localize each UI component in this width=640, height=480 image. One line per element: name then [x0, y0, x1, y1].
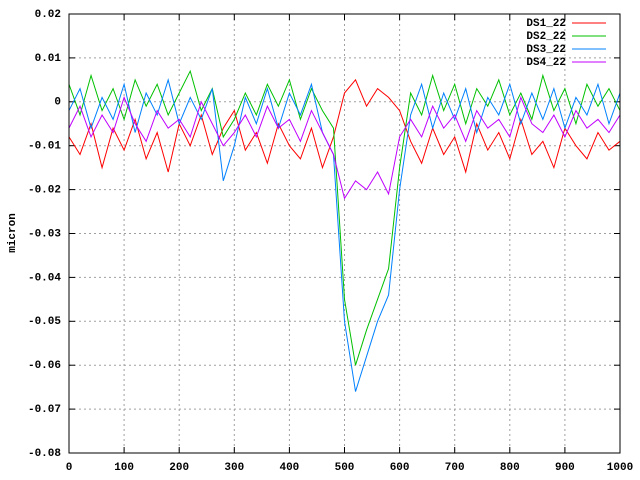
x-tick-label: 200: [169, 462, 189, 474]
y-tick-label: -0.03: [28, 228, 61, 240]
data-line: [68, 69, 621, 366]
y-tick-label: -0.01: [28, 141, 61, 153]
x-tick-label: 900: [555, 462, 575, 474]
y-tick-label: -0.06: [28, 360, 61, 372]
x-tick-label: 500: [335, 462, 355, 474]
legend-label: DS1_22: [526, 18, 566, 30]
x-tick-label: 700: [445, 462, 465, 474]
y-tick-label: -0.07: [28, 404, 61, 416]
legend-label: DS2_22: [526, 31, 566, 43]
y-tick-label: 0.02: [35, 9, 61, 21]
x-tick-label: 1000: [607, 462, 633, 474]
y-tick-label: -0.05: [28, 316, 61, 328]
legend-label: DS3_22: [526, 44, 566, 56]
y-tick-label: 0: [54, 97, 61, 109]
y-tick-label: -0.08: [28, 448, 61, 460]
x-tick-label: 300: [224, 462, 244, 474]
x-tick-label: 400: [279, 462, 299, 474]
y-tick-label: -0.04: [28, 272, 61, 284]
x-tick-label: 0: [66, 462, 73, 474]
data-line: [68, 95, 621, 200]
legend-label: DS4_22: [526, 57, 566, 69]
plot-border: [68, 13, 621, 454]
x-tick-label: 600: [390, 462, 410, 474]
y-tick-label: 0.01: [35, 53, 62, 65]
x-tick-label: 800: [500, 462, 520, 474]
y-axis-label: micron: [7, 213, 19, 253]
data-line: [68, 78, 621, 174]
x-tick-label: 100: [114, 462, 134, 474]
data-line: [68, 78, 621, 392]
y-tick-label: -0.02: [28, 185, 61, 197]
